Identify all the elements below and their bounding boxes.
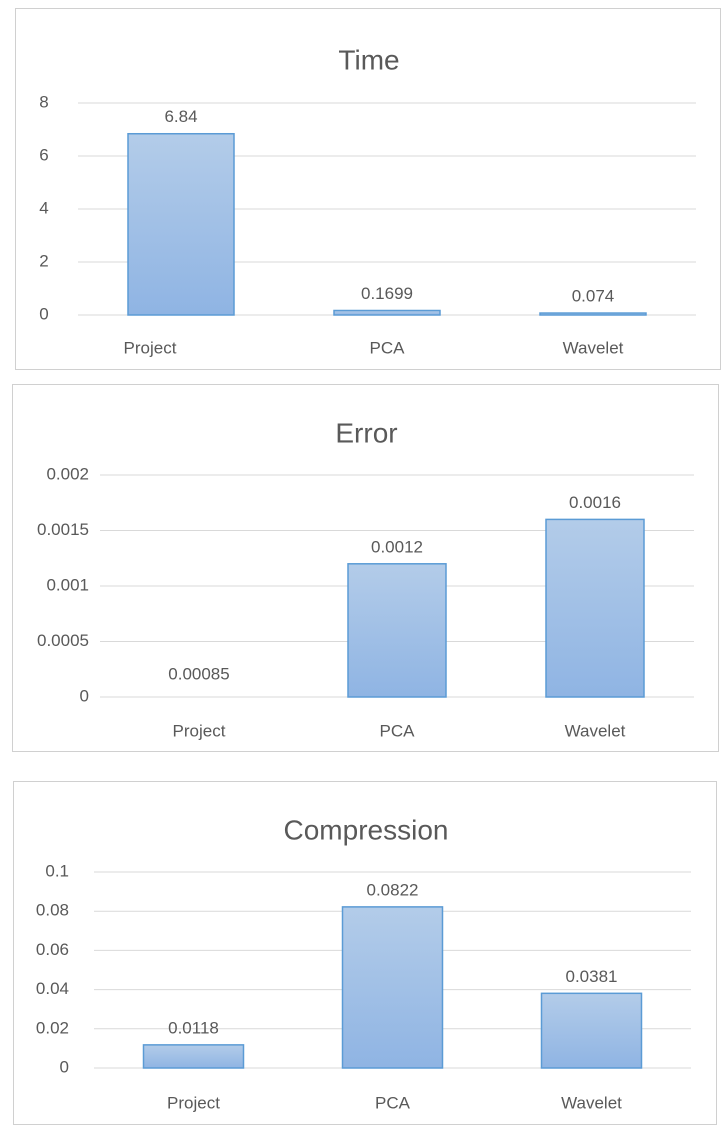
y-tick-label: 0.002: [46, 464, 89, 483]
bar-pca: [333, 309, 441, 316]
y-tick-label: 4: [39, 198, 48, 217]
y-tick-label: 0: [80, 686, 89, 705]
y-tick-label: 0.04: [36, 979, 69, 998]
chart-title: Compression: [284, 814, 449, 845]
data-label: 0.0822: [367, 880, 419, 899]
data-label: 0.0016: [569, 493, 621, 512]
category-label: Project: [167, 1093, 220, 1112]
time-chart-panel: Time 0 2 4 6 8 6.84 Project 0.1699 PCA 0.074 Wavele…: [15, 8, 721, 370]
bar-wavelet: [539, 312, 647, 316]
error-chart: Error 0 0.0005 0.001 0.0015 0.002 0.00085 Proje…: [37, 417, 694, 740]
y-tick-label: 0.0015: [37, 520, 89, 539]
y-tick-label: 0: [60, 1057, 69, 1076]
y-tick-label: 0.06: [36, 940, 69, 959]
category-label: Project: [124, 338, 177, 357]
data-label: 0.1699: [361, 284, 413, 303]
data-label: 6.84: [164, 107, 197, 126]
category-label: Wavelet: [565, 721, 626, 740]
bar-pca: [341, 906, 444, 1069]
category-label: Project: [173, 721, 226, 740]
y-tick-label: 8: [39, 92, 48, 111]
y-tick-label: 0.02: [36, 1018, 69, 1037]
bar-project: [142, 1044, 245, 1069]
compression-chart: Compression 0 0.02 0.04 0.06 0.08 0.1 0.0118 Pro…: [36, 814, 691, 1112]
bar-pca: [347, 563, 447, 698]
y-tick-label: 2: [39, 251, 48, 270]
y-tick-label: 6: [39, 145, 48, 164]
chart-title: Time: [338, 44, 399, 75]
chart-title: Error: [335, 417, 397, 448]
y-tick-label: 0.08: [36, 901, 69, 920]
category-label: Wavelet: [563, 338, 624, 357]
category-label: PCA: [375, 1093, 411, 1112]
data-label: 0.0012: [371, 537, 423, 556]
data-label: 0.00085: [168, 664, 229, 683]
y-tick-label: 0.001: [46, 575, 89, 594]
category-label: PCA: [370, 338, 406, 357]
compression-chart-panel: Compression 0 0.02 0.04 0.06 0.08 0.1 0.0118 Pro…: [13, 781, 717, 1125]
bar-wavelet: [540, 992, 643, 1069]
bar-project: [127, 132, 235, 316]
y-tick-label: 0.0005: [37, 631, 89, 650]
bar-wavelet: [545, 518, 645, 698]
category-label: PCA: [380, 721, 416, 740]
data-label: 0.0381: [566, 967, 618, 986]
data-label: 0.0118: [168, 1018, 219, 1037]
y-tick-label: 0.1: [45, 861, 69, 880]
time-chart: Time 0 2 4 6 8 6.84 Project 0.1699 PCA 0.074 Wavele…: [39, 44, 696, 357]
y-tick-label: 0: [39, 304, 48, 323]
category-label: Wavelet: [561, 1093, 622, 1112]
error-chart-panel: Error 0 0.0005 0.001 0.0015 0.002 0.00085 Proje…: [12, 384, 719, 752]
data-label: 0.074: [572, 287, 615, 306]
